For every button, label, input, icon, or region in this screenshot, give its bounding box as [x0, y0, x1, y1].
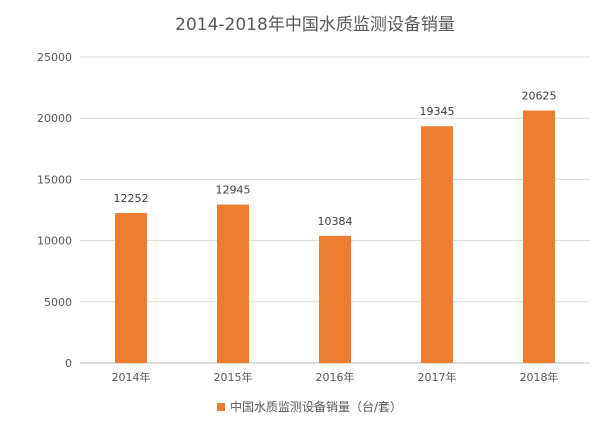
y-tick-label: 20000	[37, 112, 72, 125]
data-label: 12945	[216, 184, 251, 197]
x-tick-label: 2017年	[418, 370, 457, 384]
data-label: 20625	[522, 90, 557, 103]
x-tick-label: 2018年	[520, 370, 559, 384]
x-tick-label: 2015年	[214, 370, 253, 384]
y-tick-label: 10000	[37, 235, 72, 248]
y-tick-label: 0	[65, 357, 72, 370]
data-label: 19345	[420, 105, 455, 118]
x-axis: 2014年 2015年 2016年 2017年 2018年	[112, 370, 559, 384]
x-tick-label: 2016年	[316, 370, 355, 384]
data-labels: 12252 12945 10384 19345 20625	[114, 90, 557, 228]
bar	[523, 110, 555, 363]
y-axis: 0 5000 10000 15000 20000 25000	[37, 51, 72, 370]
legend-swatch	[217, 403, 225, 411]
x-tick-label: 2014年	[112, 370, 151, 384]
bars	[115, 110, 555, 364]
y-tick-label: 15000	[37, 173, 72, 186]
bar	[217, 204, 249, 363]
bar	[115, 213, 147, 363]
bar	[421, 126, 453, 364]
bar	[319, 235, 351, 363]
y-tick-label: 5000	[44, 296, 72, 309]
data-label: 12252	[114, 192, 149, 205]
y-tick-label: 25000	[37, 51, 72, 64]
chart-title: 2014-2018年中国水质监测设备销量	[175, 15, 455, 35]
data-label: 10384	[318, 215, 353, 228]
legend-label: 中国水质监测设备销量（台/套）	[230, 399, 402, 414]
legend: 中国水质监测设备销量（台/套）	[217, 399, 402, 414]
